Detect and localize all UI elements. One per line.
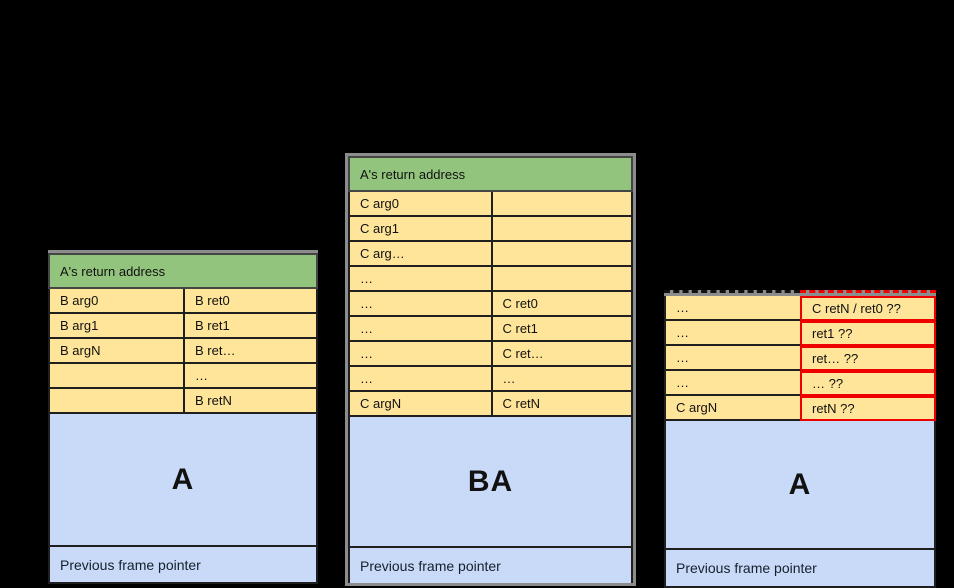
frame-body: A (664, 421, 936, 550)
ret-cell: C ret0 (490, 292, 633, 317)
stack-row: B arg1 B ret1 (48, 314, 318, 339)
ret-cell: B retN (183, 389, 318, 414)
function-label: BA (467, 464, 514, 498)
dashed-red-segment (800, 290, 936, 296)
return-address-header: A's return address (348, 156, 633, 192)
arg-cell: C argN (348, 392, 491, 417)
return-address-header: A's return address (48, 253, 318, 289)
ret-cell: ret1 ?? (800, 321, 936, 346)
arg-cell: C arg… (348, 242, 491, 267)
stack-row: C argN retN ?? (664, 396, 936, 421)
ret-cell: C retN / ret0 ?? (800, 296, 936, 321)
arg-cell: … (348, 342, 491, 367)
stack-row: … C retN / ret0 ?? (664, 296, 936, 321)
arg-cell: … (348, 317, 491, 342)
ret-cell (490, 242, 633, 267)
stack-row: C arg1 (348, 217, 633, 242)
stack-row: … C ret… (348, 342, 633, 367)
function-label: A (171, 462, 195, 496)
arg-cell: … (664, 321, 800, 346)
function-label: A (788, 467, 812, 501)
frame-diagram-right: … C retN / ret0 ?? … ret1 ?? … ret… ?? …… (664, 290, 936, 588)
ret-cell: ret… ?? (800, 346, 936, 371)
frame-diagram-middle: A's return address C arg0 C arg1 C arg… … (345, 153, 636, 586)
frame-diagram-left: A's return address B arg0 B ret0 B arg1 … (48, 250, 318, 584)
ret-cell: C ret1 (490, 317, 633, 342)
arg-cell: B argN (48, 339, 183, 364)
stack-row: … (48, 364, 318, 389)
stack-row: B retN (48, 389, 318, 414)
previous-frame-pointer: Previous frame pointer (664, 550, 936, 588)
stack-row: … … (348, 367, 633, 392)
arg-cell: … (348, 267, 491, 292)
stack-row: C arg0 (348, 192, 633, 217)
ret-cell: C retN (490, 392, 633, 417)
arg-cell: … (348, 367, 491, 392)
ret-cell: … (183, 364, 318, 389)
stack-row: B arg0 B ret0 (48, 289, 318, 314)
dashed-black-segment (664, 290, 800, 296)
arg-cell (48, 364, 183, 389)
stack-row: … ret1 ?? (664, 321, 936, 346)
frame-body: A (48, 414, 318, 547)
ret-cell (490, 217, 633, 242)
ret-cell: C ret… (490, 342, 633, 367)
arg-cell: … (664, 346, 800, 371)
arg-cell: … (664, 371, 800, 396)
previous-frame-pointer: Previous frame pointer (48, 547, 318, 584)
stack-row: C argN C retN (348, 392, 633, 417)
arg-cell: B arg1 (48, 314, 183, 339)
stack-row: … C ret0 (348, 292, 633, 317)
arg-cell: C argN (664, 396, 800, 421)
stack-row: … ret… ?? (664, 346, 936, 371)
arg-cell: C arg0 (348, 192, 491, 217)
ret-cell (490, 192, 633, 217)
arg-cell: … (348, 292, 491, 317)
ret-cell: retN ?? (800, 396, 936, 421)
ret-cell: … ?? (800, 371, 936, 396)
ret-cell: … (490, 367, 633, 392)
arg-cell (48, 389, 183, 414)
arg-cell: C arg1 (348, 217, 491, 242)
ret-cell: B ret1 (183, 314, 318, 339)
stack-row: … … ?? (664, 371, 936, 396)
ret-cell (490, 267, 633, 292)
ret-cell: B ret0 (183, 289, 318, 314)
stack-row: … (348, 267, 633, 292)
arg-cell: B arg0 (48, 289, 183, 314)
ret-cell: B ret… (183, 339, 318, 364)
frame-body: BA (348, 417, 633, 548)
stack-row: B argN B ret… (48, 339, 318, 364)
stack-row: C arg… (348, 242, 633, 267)
continuation-dashed-border (664, 290, 936, 296)
stack-row: … C ret1 (348, 317, 633, 342)
previous-frame-pointer: Previous frame pointer (348, 548, 633, 583)
arg-cell: … (664, 296, 800, 321)
